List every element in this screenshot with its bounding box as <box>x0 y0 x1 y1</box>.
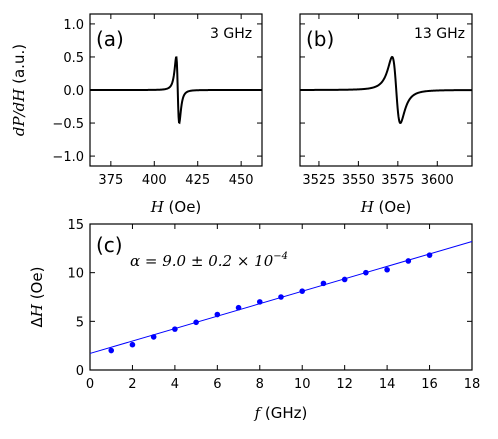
panel-a-ylabel-unit: (a.u.) <box>10 44 28 89</box>
x-tick-label: 8 <box>256 377 264 392</box>
panel-b: 3525 3550 3575 3600 (b) 13 GHz H (Oe) <box>299 13 473 216</box>
panel-a-label: (a) <box>96 27 124 51</box>
y-tick-label: 0.5 <box>63 51 84 66</box>
x-tick-label: 18 <box>464 377 481 392</box>
data-point <box>426 252 433 258</box>
panel-b-derivative-curve <box>300 55 472 125</box>
x-tick-label: 3575 <box>381 173 414 188</box>
panel-c-frame <box>89 223 473 371</box>
y-tick-label: 0.0 <box>63 84 84 99</box>
panel-c-xlabel-unit: (GHz) <box>260 404 307 422</box>
x-tick-label: 3525 <box>302 173 335 188</box>
x-tick-label: 400 <box>142 173 167 188</box>
y-tick-label: −0.5 <box>52 117 84 132</box>
panel-b-xlabel-unit: (Oe) <box>374 198 412 216</box>
data-point <box>341 276 348 283</box>
panel-a-frequency: 3 GHz <box>210 26 252 42</box>
svg-text:ΔH (Oe): ΔH (Oe) <box>28 267 46 328</box>
panel-c-alpha-symbol: α <box>130 252 140 270</box>
panel-b-label: (b) <box>306 27 334 51</box>
svg-text:dP/dH (a.u.): dP/dH (a.u.) <box>10 44 28 136</box>
panel-c-label: (c) <box>96 233 123 257</box>
x-tick-label: 425 <box>185 173 210 188</box>
data-point <box>150 334 157 340</box>
data-point <box>235 304 242 311</box>
x-tick-label: 10 <box>294 377 311 392</box>
y-tick-label: 10 <box>67 267 84 282</box>
x-tick-label: 12 <box>336 377 353 392</box>
data-point <box>172 326 178 332</box>
panel-c-xlabel: f (GHz) <box>254 404 308 422</box>
data-point <box>320 280 327 287</box>
data-point <box>278 294 284 300</box>
panel-c-ylabel-var: H <box>28 303 46 318</box>
x-tick-label: 4 <box>171 377 179 392</box>
panel-a-xlabel-unit: (Oe) <box>164 198 202 216</box>
panel-c-xlabel-var: f <box>254 404 263 422</box>
panel-b-frequency: 13 GHz <box>414 26 465 42</box>
x-tick-label: 2 <box>128 377 136 392</box>
panel-a-ticks: 375 400 425 450 1.0 0.5 0.0 −0.5 −1.0 <box>52 14 262 188</box>
panel-a-derivative-curve <box>90 56 262 125</box>
data-point <box>108 347 115 354</box>
panel-a-xlabel: H (Oe) <box>150 198 202 216</box>
data-point <box>384 266 390 273</box>
y-tick-label: −1.0 <box>52 150 84 165</box>
y-tick-label: 1.0 <box>63 18 84 33</box>
panel-a-xlabel-var: H <box>150 198 165 216</box>
data-point <box>405 258 412 264</box>
panel-c-ylabel-prefix: Δ <box>28 316 46 327</box>
panel-c-ticks: 0 2 4 6 8 10 12 14 16 18 0 5 10 15 <box>67 218 480 392</box>
x-tick-label: 14 <box>379 377 396 392</box>
x-tick-label: 3550 <box>342 173 375 188</box>
data-point <box>193 319 199 326</box>
panel-c-alpha-value: = 9.0 ± 0.2 × 10 <box>140 252 274 270</box>
panel-b-xlabel-var: H <box>360 198 375 216</box>
x-tick-label: 6 <box>213 377 221 392</box>
panel-b-xlabel: H (Oe) <box>360 198 412 216</box>
x-tick-label: 450 <box>229 173 254 188</box>
panel-a-ylabel: dP/dH (a.u.) <box>10 44 28 136</box>
data-point <box>363 269 369 276</box>
data-point <box>299 288 306 294</box>
panel-c: 0 2 4 6 8 10 12 14 16 18 0 5 10 15 (c) α = 9.0 ± 0.2 … <box>28 218 480 422</box>
data-point <box>129 341 136 348</box>
data-point <box>256 299 263 305</box>
panel-c-alpha-annotation: α = 9.0 ± 0.2 × 10−4 <box>130 251 288 270</box>
y-tick-label: 15 <box>67 218 84 233</box>
panel-b-ticks: 3525 3550 3575 3600 <box>300 14 472 188</box>
x-tick-label: 3600 <box>421 173 454 188</box>
y-tick-label: 0 <box>76 364 84 379</box>
x-tick-label: 375 <box>98 173 123 188</box>
panel-c-ylabel: ΔH (Oe) <box>28 267 46 328</box>
x-tick-label: 0 <box>86 377 94 392</box>
panel-c-ylabel-unit: (Oe) <box>28 267 46 305</box>
panel-c-points <box>108 252 433 354</box>
panel-a-ylabel-var: dP/dH <box>10 88 28 136</box>
panel-c-alpha-exponent: −4 <box>273 251 288 262</box>
data-point <box>214 311 221 318</box>
x-tick-label: 16 <box>421 377 438 392</box>
y-tick-label: 5 <box>76 315 84 330</box>
